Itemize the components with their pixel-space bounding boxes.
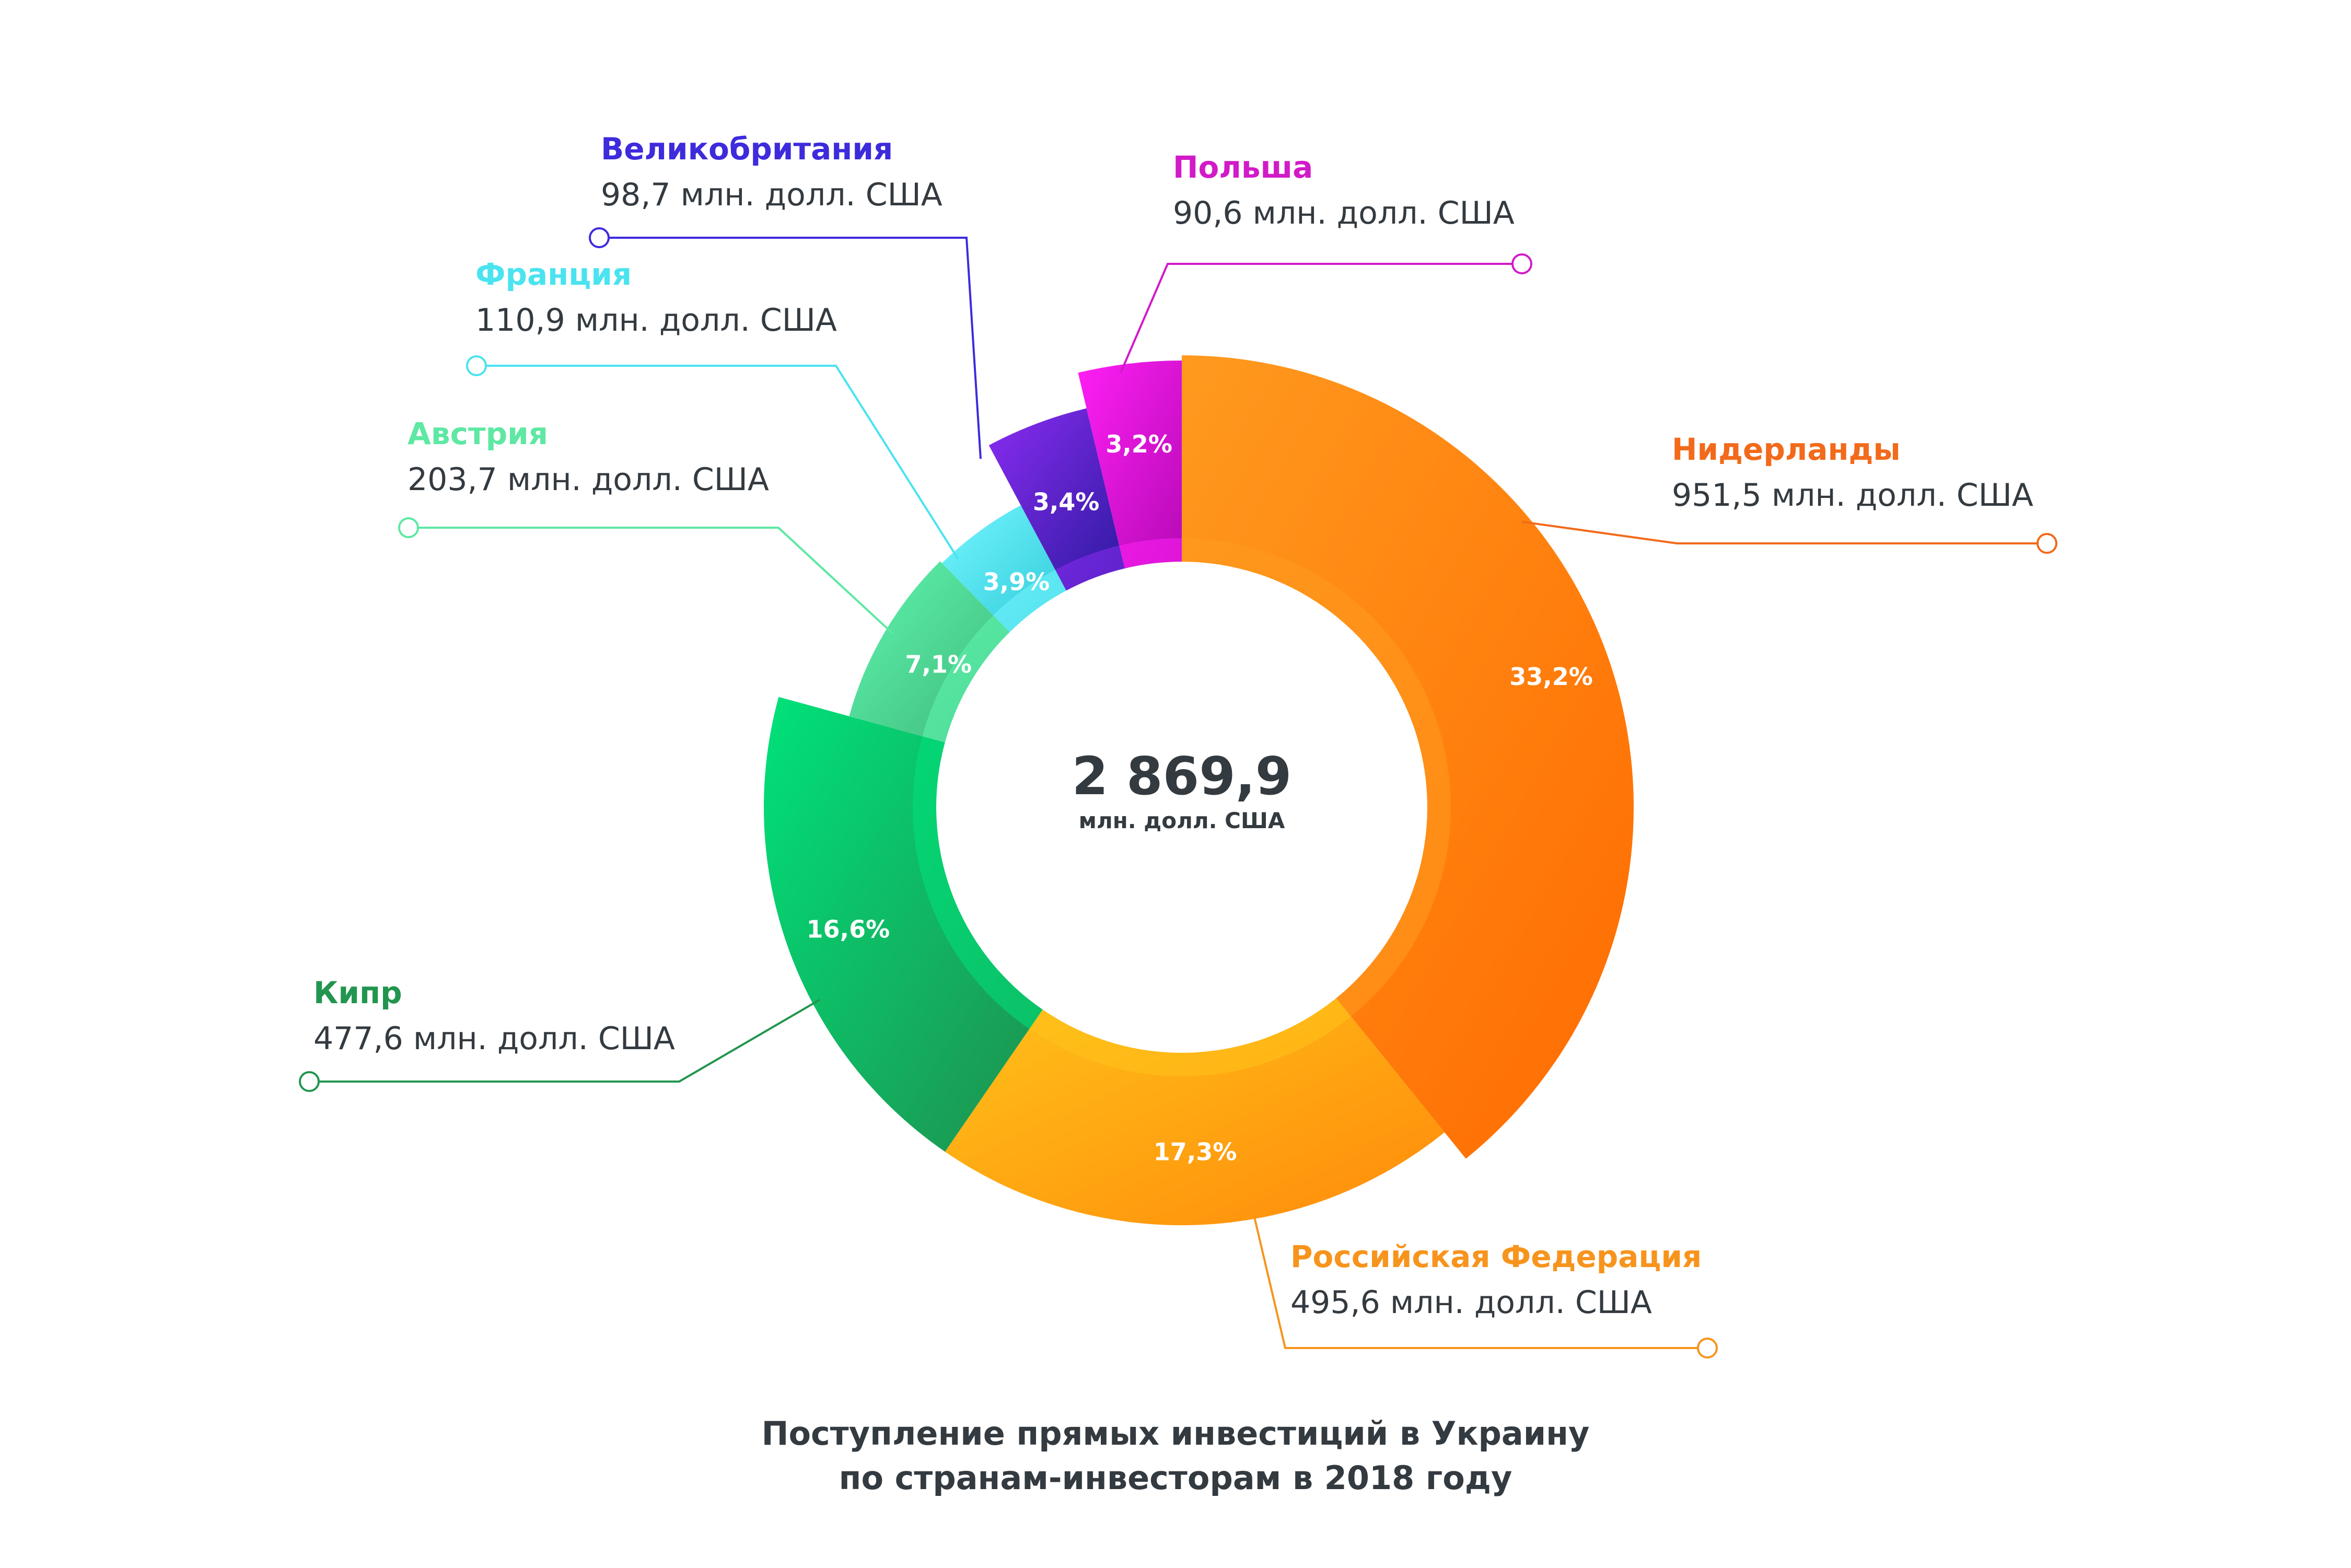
chart-title: Поступление прямых инвестиций в Украину (762, 1414, 1590, 1453)
slice-2-percent-label: 16,6% (807, 915, 890, 944)
slice-4-value-label: 110,9 млн. долл. США (475, 302, 837, 339)
slice-4-percent-label: 3,9% (983, 568, 1050, 596)
slice-0-percent-label: 33,2% (1509, 663, 1593, 691)
slice-5-segment (988, 408, 1125, 591)
slice-3-leader-line (418, 527, 894, 635)
slice-3-percent-label: 7,1% (905, 651, 972, 679)
slice-2-country-name: Кипр (313, 975, 402, 1011)
slice-5-country-name: Великобритания (601, 131, 893, 167)
slice-labels: 33,2% Нидерланды 951,5 млн. долл. США 17,3%… (313, 131, 2033, 1321)
slice-6-inner-ring (1119, 538, 1182, 568)
slice-0-inner-ring (1182, 538, 1451, 1017)
slice-5-inner-ring (1055, 545, 1125, 591)
slice-5-leader-dot (589, 227, 610, 248)
slice-4-inner-ring (993, 570, 1066, 632)
slice-4-leader-dot (466, 355, 487, 376)
slice-0-value-label: 951,5 млн. долл. США (1672, 477, 2033, 514)
slice-2-segment (763, 696, 1043, 1152)
slice-1-segment (945, 998, 1445, 1225)
slice-3-country-name: Австрия (408, 416, 548, 451)
slice-3-segment (849, 561, 1010, 742)
slice-0-leader-line (1521, 520, 2038, 544)
slice-2-leader-dot (299, 1071, 320, 1092)
center-total: 2 869,9 (1072, 746, 1292, 807)
slice-2-inner-ring (912, 736, 1043, 1029)
chart-segments (763, 355, 1634, 1225)
slice-2-leader-line (319, 998, 820, 1083)
center-unit: млн. долл. США (1079, 808, 1285, 833)
slice-3-leader-dot (398, 517, 419, 538)
slice-1-value-label: 495,6 млн. долл. США (1290, 1284, 1652, 1321)
slice-3-value-label: 203,7 млн. долл. США (408, 461, 769, 498)
slice-3-inner-ring (922, 615, 1010, 742)
slice-6-segment (1078, 361, 1182, 568)
slice-5-percent-label: 3,4% (1033, 488, 1100, 516)
slice-4-country-name: Франция (475, 257, 632, 292)
slice-6-country-name: Польша (1173, 149, 1313, 185)
inner-ring (912, 538, 1451, 1077)
slice-6-leader-dot (1511, 253, 1532, 274)
slice-5-value-label: 98,7 млн. долл. США (601, 177, 942, 213)
slice-1-inner-ring (1029, 998, 1351, 1077)
slice-6-value-label: 90,6 млн. долл. США (1173, 195, 1515, 231)
slice-2-value-label: 477,6 млн. долл. США (313, 1020, 675, 1057)
slice-0-leader-dot (2036, 533, 2057, 554)
slice-1-leader-dot (1697, 1338, 1718, 1358)
leader-lines (299, 227, 2057, 1358)
chart-subtitle: по странам-инвесторам в 2018 году (839, 1459, 1512, 1497)
slice-4-leader-line (486, 365, 959, 560)
slice-0-country-name: Нидерланды (1672, 432, 1901, 467)
slice-6-leader-line (1120, 263, 1512, 373)
slice-6-percent-label: 3,2% (1105, 430, 1172, 458)
slice-1-percent-label: 17,3% (1154, 1138, 1237, 1166)
slice-1-leader-line (1252, 1211, 1698, 1349)
slice-0-segment (1182, 355, 1634, 1159)
slice-1-country-name: Российская Федерация (1290, 1239, 1702, 1274)
slice-5-leader-line (609, 237, 982, 459)
